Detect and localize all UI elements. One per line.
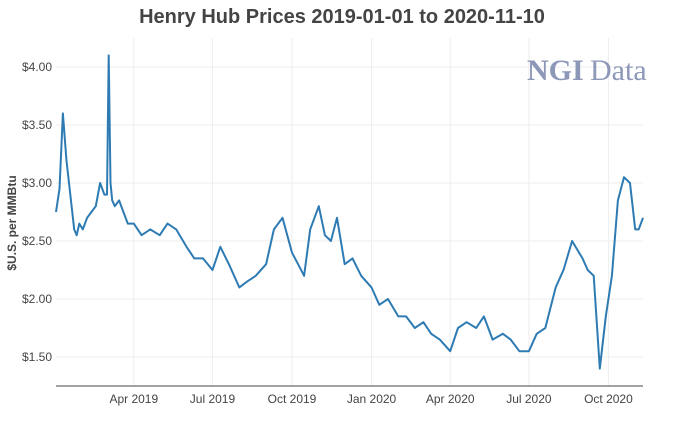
grid <box>56 38 643 386</box>
x-tick-label: Apr 2019 <box>109 392 158 406</box>
price-series-line <box>55 54 644 370</box>
y-tick-label: $4.00 <box>22 60 52 74</box>
axes: $1.50 $2.00 $2.50 $3.00 $3.50 $4.00 Apr 2019 Ju… <box>22 60 643 406</box>
x-tick-label: Jul 2020 <box>506 392 552 406</box>
logo-ngi-text: NGI <box>527 54 584 87</box>
chart-title: Henry Hub Prices 2019-01-01 to 2020-11-1… <box>139 6 545 28</box>
y-axis-title: $U.S. per MMBtu <box>5 175 19 270</box>
ngi-data-logo: NGI Data <box>527 54 647 87</box>
y-tick-label: $2.00 <box>22 292 52 306</box>
x-tick-label: Jan 2020 <box>347 392 397 406</box>
y-tick-label: $3.00 <box>22 176 52 190</box>
x-tick-label: Oct 2020 <box>584 392 633 406</box>
logo-data-text: Data <box>590 54 647 87</box>
x-tick-label: Oct 2019 <box>268 392 317 406</box>
x-tick-label: Apr 2020 <box>426 392 475 406</box>
y-tick-label: $2.50 <box>22 234 52 248</box>
y-tick-label: $3.50 <box>22 118 52 132</box>
y-tick-label: $1.50 <box>22 350 52 364</box>
series-layer <box>55 54 644 370</box>
x-tick-label: Jul 2019 <box>190 392 236 406</box>
